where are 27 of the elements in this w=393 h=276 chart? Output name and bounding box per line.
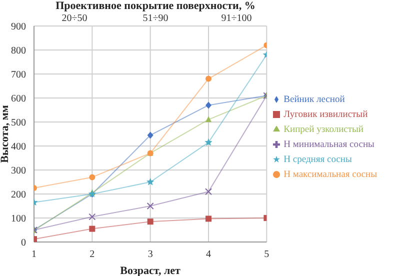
legend-label: Вейник лесной — [284, 95, 345, 105]
chart-title: Проективное покрытие поверхности, % — [54, 0, 256, 12]
y-tick-label: 700 — [11, 70, 26, 81]
legend-label: Н минимальная сосны — [284, 140, 374, 150]
y-tick-label: 200 — [11, 190, 26, 201]
legend-label: Кипрей узколистый — [284, 125, 364, 135]
y-tick-label: 300 — [11, 166, 26, 177]
legend-label: Н максимальная сосны — [284, 170, 377, 180]
x-tick-label: 3 — [148, 249, 153, 260]
y-tick-label: 600 — [11, 94, 26, 105]
legend-label: Луговик извилистый — [284, 110, 368, 120]
x-tick-label: 2 — [90, 249, 95, 260]
x-tick-label: 4 — [206, 249, 211, 260]
legend-label: Н средняя сосны — [284, 155, 352, 165]
x-tick-label: 5 — [264, 249, 270, 260]
y-tick-label: 800 — [11, 46, 26, 57]
y-tick-label: 0 — [21, 238, 26, 249]
y-tick-label: 500 — [11, 118, 26, 129]
y-tick-label: 400 — [11, 142, 26, 153]
text: 20÷50 — [60, 13, 88, 24]
x-tick-label: 1 — [32, 249, 36, 260]
text: 91÷100 — [220, 13, 253, 24]
x-axis-title: Возраст, лет — [120, 265, 182, 276]
y-axis-title: Высота, мм — [0, 104, 11, 163]
text: 51÷90 — [142, 13, 170, 24]
y-tick-label: 900 — [11, 22, 26, 33]
y-tick-label: 100 — [11, 214, 26, 225]
